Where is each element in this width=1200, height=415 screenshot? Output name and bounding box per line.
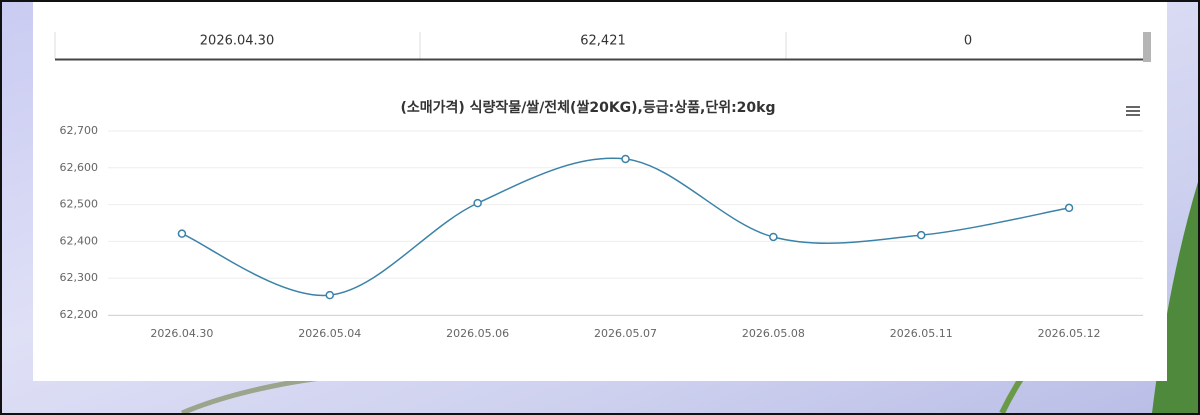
- point: [1064, 203, 1074, 213]
- x-tick-label: 2026.05.11: [890, 327, 953, 340]
- x-tick-label: 2026.05.07: [594, 327, 657, 340]
- point: [325, 290, 335, 300]
- x-tick-label: 2026.05.04: [298, 327, 361, 340]
- point: [621, 154, 630, 164]
- menu-button[interactable]: [1126, 106, 1140, 116]
- x-tick-label: 2026.05.06: [446, 327, 509, 340]
- y-tick-label: 62,600: [60, 161, 99, 174]
- panel: [33, 2, 1167, 381]
- table-cell: 2026.04.30: [200, 34, 274, 49]
- point: [916, 230, 926, 240]
- scrollbar: [1143, 32, 1151, 62]
- point: [769, 232, 778, 242]
- point: [473, 198, 482, 208]
- y-tick-label: 62,300: [60, 271, 99, 284]
- table-cell: 0: [964, 34, 972, 49]
- point: [177, 229, 187, 238]
- y-tick-label: 62,400: [60, 234, 99, 247]
- table-cell: 62,421: [580, 34, 626, 49]
- x-tick-label: 2026.05.08: [742, 327, 805, 340]
- y-tick-label: 62,200: [60, 308, 99, 321]
- y-tick-label: 62,700: [60, 124, 99, 137]
- chart-title: (소매가격) 식량작물/쌀/전체(쌀20KG),등급:상품,단위:20kg: [400, 99, 775, 116]
- x-tick-label: 2026.05.12: [1038, 327, 1101, 340]
- y-tick-label: 62,500: [60, 198, 99, 211]
- x-tick-label: 2026.04.30: [150, 327, 213, 340]
